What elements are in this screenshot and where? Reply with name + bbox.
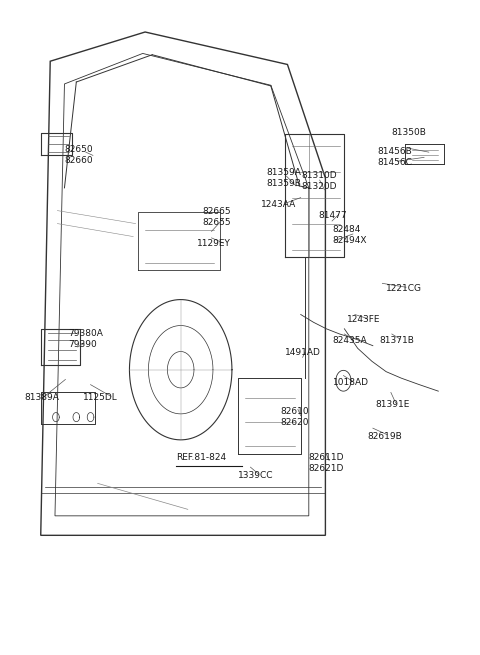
Text: 82610
82620: 82610 82620 (280, 407, 309, 427)
Text: 79380A
79390: 79380A 79390 (68, 329, 103, 349)
Text: 82665
82655: 82665 82655 (202, 207, 231, 227)
Text: 81371B: 81371B (379, 336, 414, 345)
Text: 82611D
82621D: 82611D 82621D (309, 453, 344, 473)
Text: 81359A
81359B: 81359A 81359B (266, 168, 301, 188)
Text: 81310D
81320D: 81310D 81320D (301, 172, 337, 191)
Text: 1243AA: 1243AA (261, 200, 297, 208)
Text: 1243FE: 1243FE (347, 315, 380, 324)
Text: 81391E: 81391E (375, 400, 409, 409)
Text: 81477: 81477 (318, 212, 347, 220)
Text: REF.81-824: REF.81-824 (176, 453, 226, 462)
Text: 82435A: 82435A (333, 336, 367, 345)
Text: 82484
82494X: 82484 82494X (333, 225, 367, 246)
Text: 81456B
81456C: 81456B 81456C (378, 147, 412, 168)
Text: 81389A: 81389A (24, 393, 59, 402)
Text: 81350B: 81350B (392, 128, 427, 137)
Text: 82650
82660: 82650 82660 (64, 145, 93, 166)
Text: 1491AD: 1491AD (285, 348, 321, 357)
Text: 1129EY: 1129EY (197, 238, 231, 248)
Text: 82619B: 82619B (367, 432, 402, 441)
Text: 1125DL: 1125DL (83, 393, 117, 402)
Text: 1018AD: 1018AD (333, 378, 369, 387)
Text: 1339CC: 1339CC (238, 471, 273, 480)
Text: 1221CG: 1221CG (386, 284, 422, 293)
